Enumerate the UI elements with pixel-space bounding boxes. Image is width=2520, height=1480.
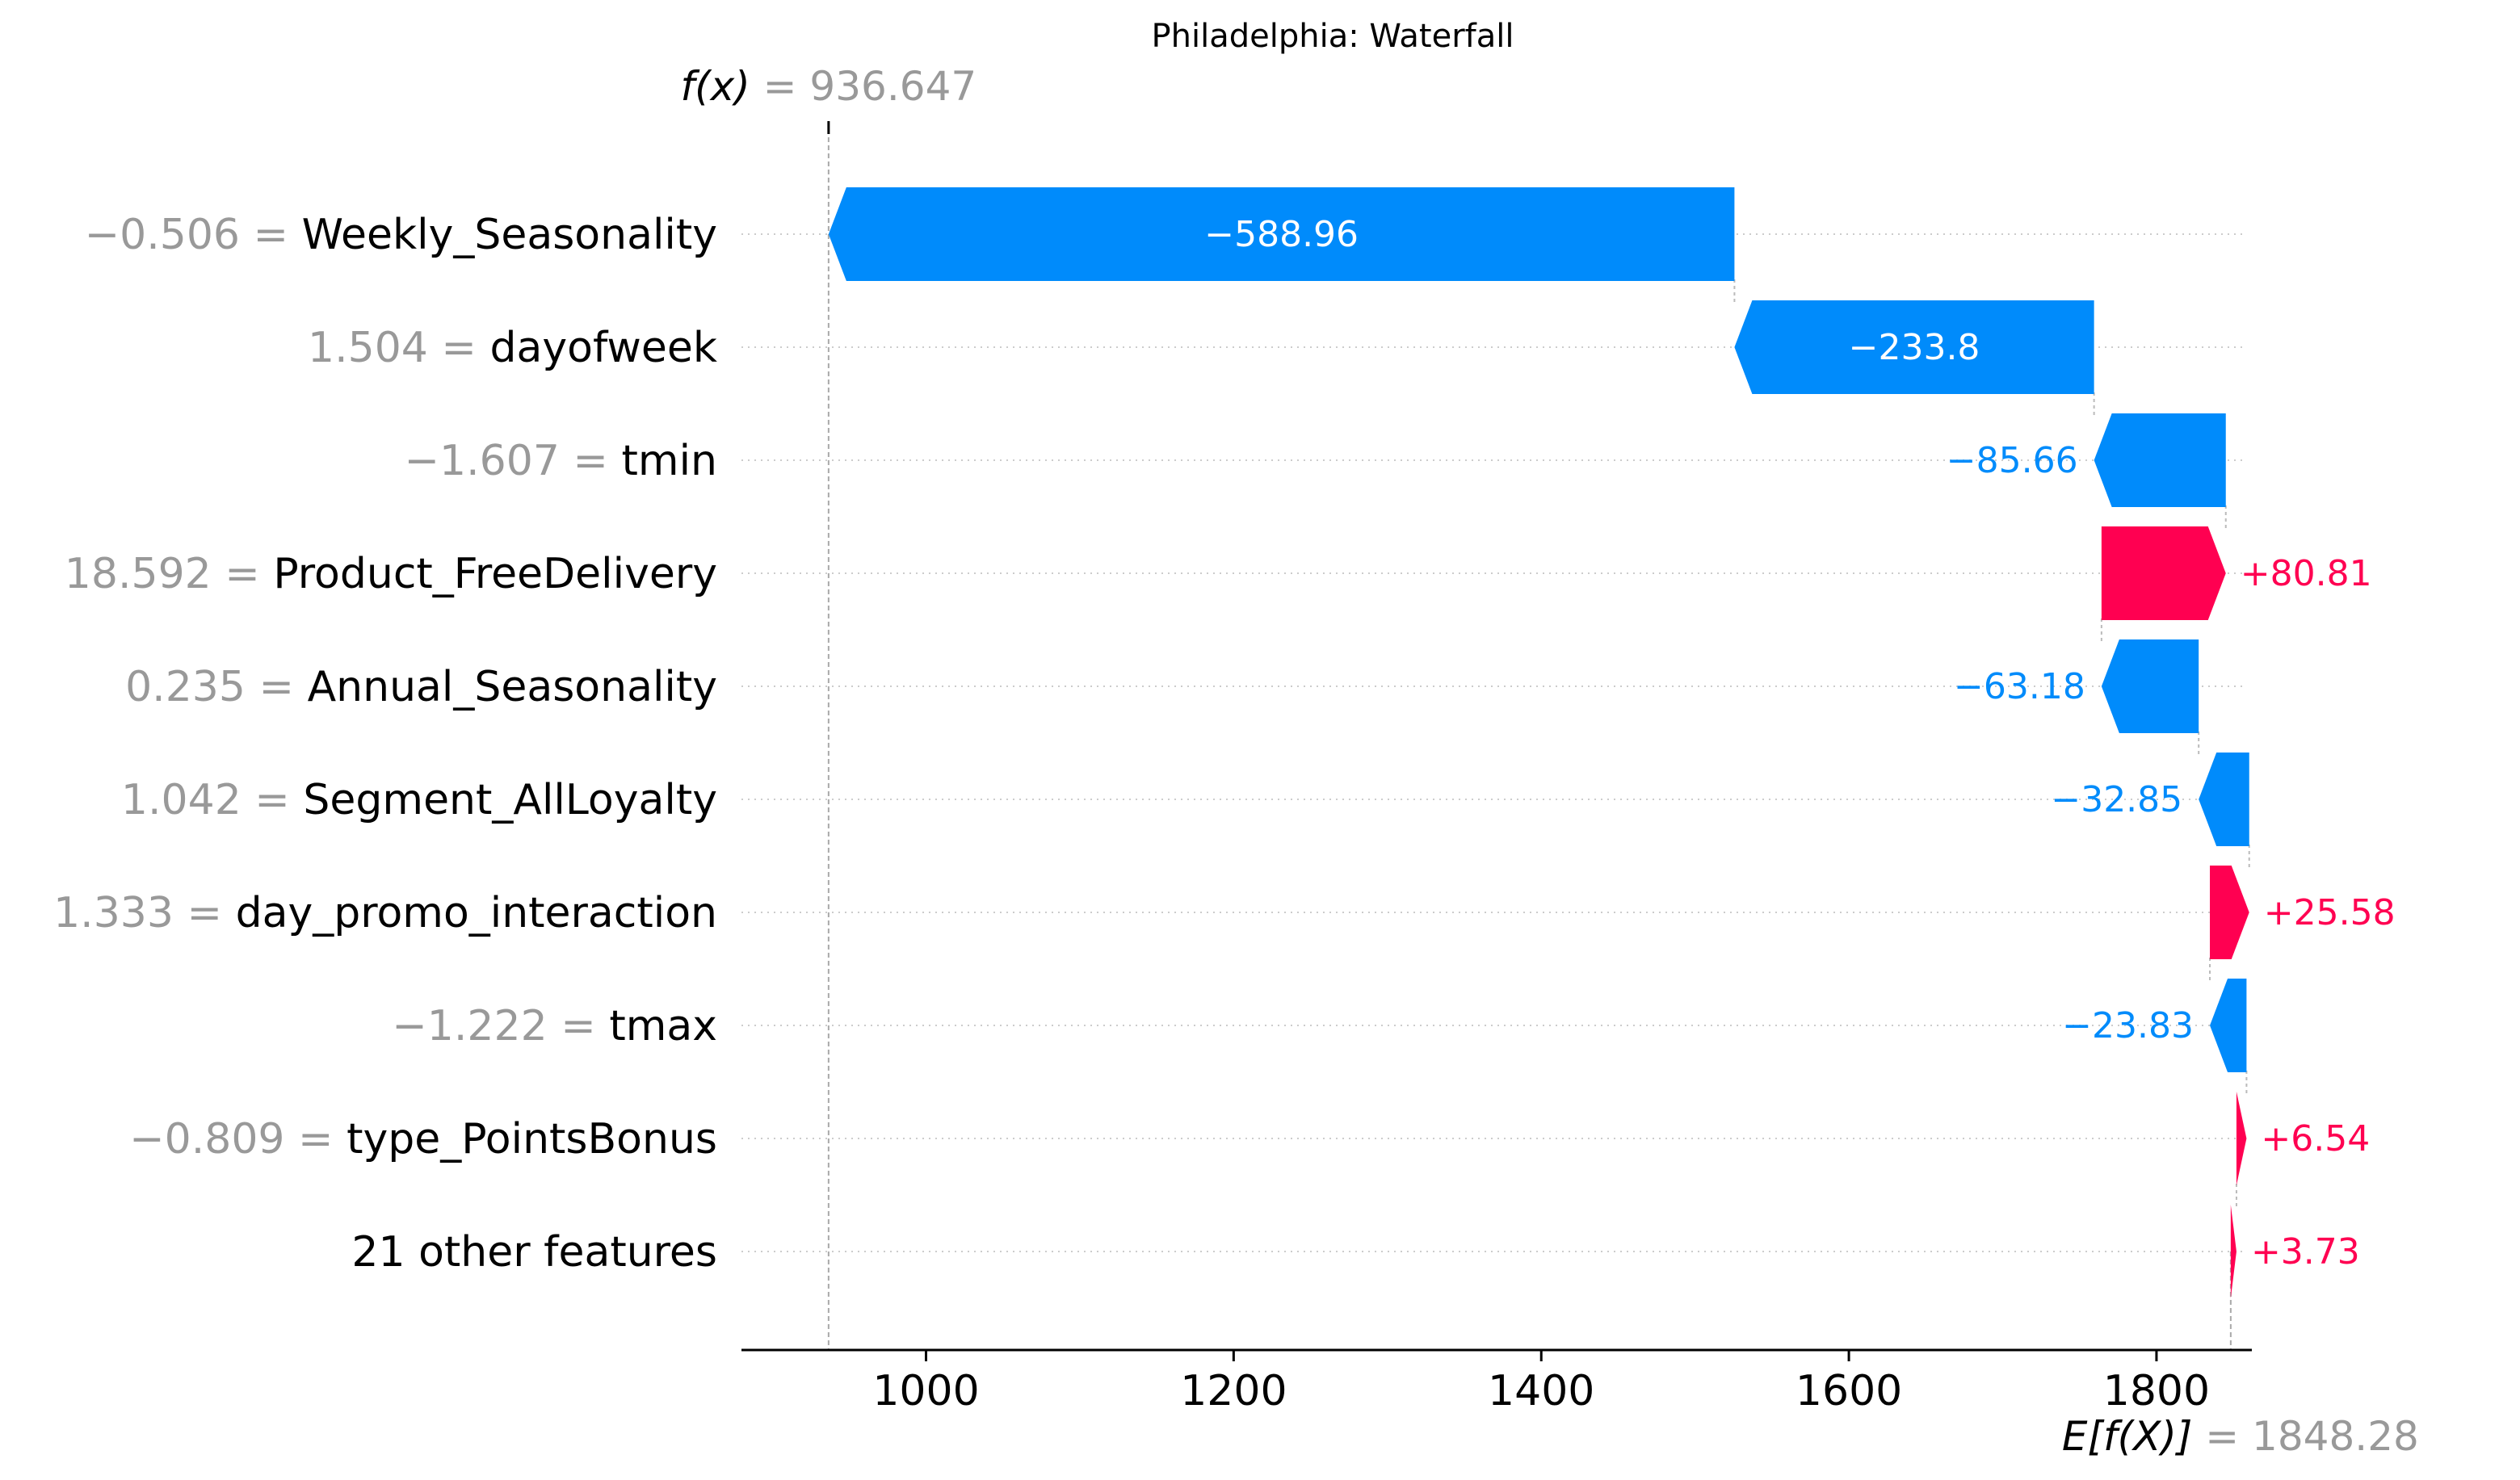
bar-day-promo-interaction: [2210, 866, 2249, 959]
bar-segment-allloyalty: [2199, 753, 2249, 846]
feature-labels: −0.506 = Weekly_Seasonality 1.504 = dayof…: [53, 211, 717, 1277]
bars: −588.96 −233.8 −85.66 +80.81 −63.18 −32.85 +25…: [828, 187, 2396, 1298]
x-tick-label: 1600: [1796, 1367, 1902, 1415]
contribution-label: +80.81: [2241, 553, 2372, 594]
contribution-label: −32.85: [2051, 779, 2182, 820]
contribution-label: +3.73: [2251, 1231, 2360, 1272]
contribution-label: +6.54: [2261, 1118, 2370, 1159]
x-tick-label: 1400: [1488, 1367, 1594, 1415]
feature-label: −1.607 = tmin: [404, 437, 717, 485]
contribution-label: +25.58: [2264, 892, 2396, 933]
x-tick-label: 1000: [872, 1367, 979, 1415]
bar-annual-seasonality: [2101, 639, 2199, 733]
contribution-label: −63.18: [1954, 666, 2085, 707]
contribution-label: −588.96: [1204, 214, 1359, 255]
feature-label: −1.222 = tmax: [392, 1002, 717, 1050]
contribution-label: −233.8: [1849, 327, 1980, 368]
feature-label: 1.333 = day_promo_interaction: [53, 889, 717, 937]
bar-weekly-seasonality: [828, 187, 1735, 281]
feature-label: 0.235 = Annual_Seasonality: [125, 663, 717, 711]
contribution-label: −23.83: [2062, 1005, 2194, 1046]
bar-dayofweek: [1734, 300, 2094, 394]
feature-label: −0.809 = type_PointsBonus: [129, 1115, 717, 1163]
chart-title: Philadelphia: Waterfall: [1152, 18, 1514, 55]
contribution-label: −85.66: [1947, 440, 2078, 481]
bar-type-pointsbonus: [2236, 1092, 2247, 1185]
x-tick-label: 1200: [1180, 1367, 1287, 1415]
feature-label: 21 other features: [351, 1228, 717, 1277]
feature-label: 18.592 = Product_FreeDelivery: [65, 550, 717, 598]
feature-label: 1.042 = Segment_AllLoyalty: [121, 776, 717, 824]
bar-product-freedelivery: [2101, 526, 2226, 620]
fx-annotation: f(x) = 936.647: [681, 63, 977, 110]
x-tick-label: 1800: [2103, 1367, 2210, 1415]
bar-tmax: [2210, 979, 2247, 1072]
bar-tmin: [2094, 413, 2226, 507]
bar-21-other-features: [2230, 1205, 2236, 1298]
x-axis: 1000 1200 1400 1600 1800 f(x) = 936.647 E[f(X)…: [681, 63, 2419, 1460]
feature-label: 1.504 = dayofweek: [308, 324, 717, 372]
feature-label: −0.506 = Weekly_Seasonality: [85, 211, 717, 259]
base-annotation: E[f(X)] = 1848.28: [2062, 1413, 2419, 1460]
